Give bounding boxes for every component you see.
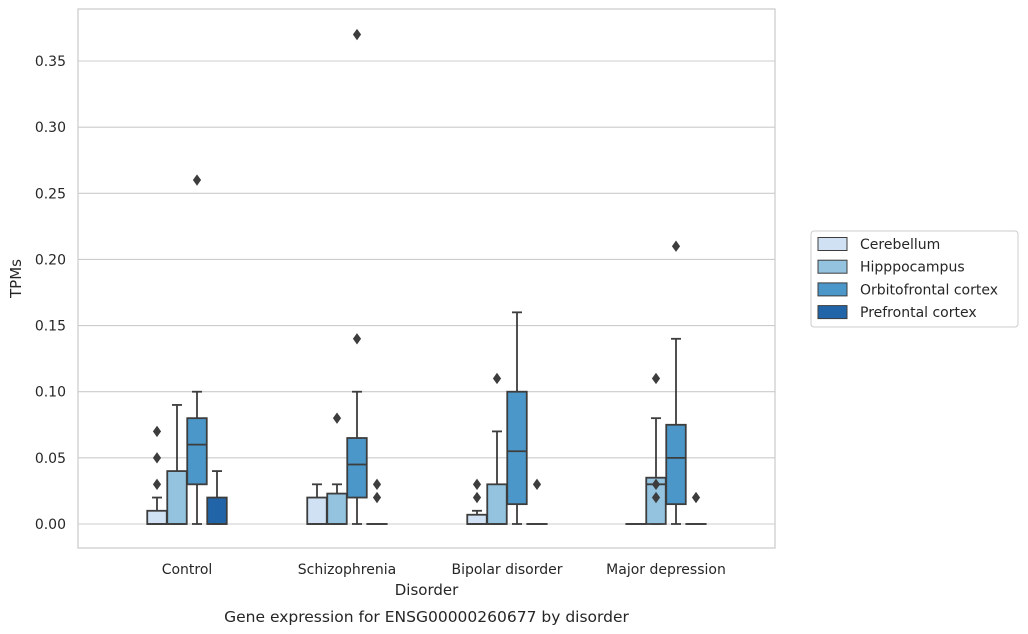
y-axis-label: TPMs: [7, 259, 25, 299]
legend-swatch: [817, 259, 848, 274]
x-tick-label: Schizophrenia: [298, 562, 396, 578]
box-prefrontal-cortex-control: [206, 470, 228, 525]
box-orbitofrontal-cortex-control: [186, 174, 208, 525]
box-body: [206, 496, 228, 525]
box-orbitofrontal-cortex-bipolar-disorder: [506, 311, 528, 525]
x-tick-label: Bipolar disorder: [451, 562, 562, 578]
outlier-point: [532, 478, 542, 490]
y-tick-label: 0.05: [35, 451, 66, 467]
y-tick-label: 0.35: [35, 54, 66, 70]
chart-caption: Gene expression for ENSG00000260677 by d…: [224, 608, 629, 626]
box-cerebellum-control: [146, 425, 168, 525]
box-hipppocampus-schizophrenia: [326, 412, 348, 525]
outlier-point: [332, 412, 342, 424]
box-body: [665, 423, 687, 506]
legend-swatch: [817, 305, 848, 320]
box-prefrontal-cortex-schizophrenia: [366, 478, 388, 525]
box-cerebellum-schizophrenia: [306, 483, 328, 525]
y-axis-ticks: 0.00 0.05 0.10 0.15 0.20 0.25 0.30 0.35: [35, 54, 66, 533]
plot-frame: [77, 8, 776, 549]
y-tick-label: 0.15: [35, 319, 66, 335]
box-hipppocampus-major-depression: [645, 372, 667, 525]
outlier-point: [192, 174, 202, 186]
box-body: [146, 509, 168, 525]
outlier-point: [651, 478, 661, 490]
legend-label: Orbitofrontal cortex: [860, 282, 998, 298]
outlier-point: [472, 478, 482, 490]
box-cerebellum-bipolar-disorder: [466, 478, 488, 525]
box-body: [326, 492, 348, 525]
box-hipppocampus-bipolar-disorder: [486, 372, 508, 525]
box-orbitofrontal-cortex-major-depression: [665, 240, 687, 525]
x-tick-label: Major depression: [606, 562, 726, 578]
outlier-point: [372, 478, 382, 490]
outlier-point: [671, 240, 681, 252]
outlier-point: [492, 372, 502, 385]
legend-label: Cerebellum: [860, 237, 940, 253]
outlier-point: [352, 333, 362, 345]
y-tick-label: 0.10: [35, 385, 66, 401]
box-body: [306, 496, 328, 525]
x-axis-ticks: Control Schizophrenia Bipolar disorder Majo…: [162, 562, 726, 578]
outlier-point: [152, 452, 162, 464]
x-axis-label: Disorder: [395, 581, 459, 599]
box-orbitofrontal-cortex-schizophrenia: [346, 28, 368, 525]
box-body: [486, 483, 508, 525]
box-body: [346, 437, 368, 499]
outlier-point: [472, 491, 482, 504]
legend-label: Prefrontal cortex: [860, 305, 977, 321]
legend-swatch: [817, 282, 848, 297]
box-body: [506, 390, 528, 506]
outlier-point: [152, 425, 162, 438]
box-body: [166, 470, 188, 525]
legend-label: Hipppocampus: [860, 260, 965, 276]
outlier-point: [372, 491, 382, 504]
legend-swatch: [817, 237, 848, 251]
box-body: [186, 417, 208, 486]
y-tick-label: 0.30: [35, 120, 66, 136]
box-prefrontal-cortex-bipolar-disorder: [526, 478, 548, 525]
legend: Cerebellum Hipppocampus Orbitofrontal cort…: [810, 230, 1019, 328]
outlier-point: [352, 28, 362, 41]
outlier-point: [651, 491, 661, 504]
outlier-point: [152, 478, 162, 490]
y-tick-label: 0.20: [35, 252, 66, 268]
y-tick-label: 0.25: [35, 186, 66, 202]
box-prefrontal-cortex-major-depression: [685, 491, 707, 525]
y-tick-label: 0.00: [35, 517, 66, 533]
box-hipppocampus-control: [166, 404, 188, 525]
legend-box: [810, 230, 1019, 328]
x-tick-label: Control: [162, 562, 213, 578]
box-body: [466, 513, 488, 525]
plot-area: [146, 28, 707, 525]
outlier-point: [691, 491, 701, 504]
outlier-point: [651, 372, 661, 385]
